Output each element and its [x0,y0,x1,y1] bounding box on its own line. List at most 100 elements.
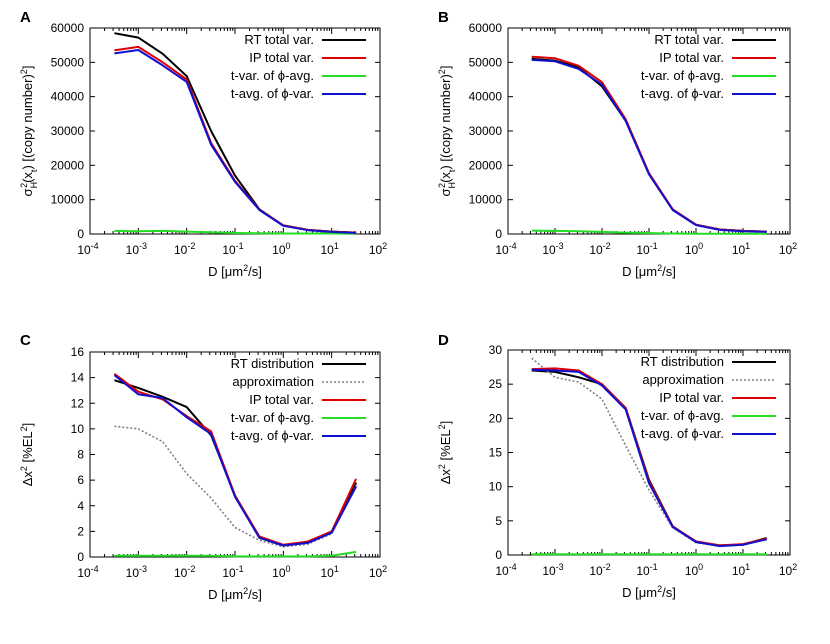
series-line-tavg [114,49,357,234]
legend-label: IP total var. [659,50,724,65]
x-tick-label: 10-3 [542,241,563,257]
series-line-rt [114,32,357,234]
y-tick-label: 10000 [469,193,503,207]
y-tick-label: 0 [77,550,84,564]
legend-label: t-var. of ϕ-avg. [231,410,314,425]
x-tick-label: 101 [320,241,338,257]
legend-label: RT total var. [244,32,314,47]
x-tick-label: 101 [732,562,750,578]
chart-panel-c: C 0 2 4 6 8 10 12 14 16 10-4 10-3 10-2 10-1 100 101 102 D… [19,332,387,602]
x-axis-label: D [μm2/s] [622,584,676,600]
legend-label: t-avg. of ϕ-var. [641,426,724,441]
x-tick-label: 10-1 [636,241,657,257]
y-axis-label: σH2(xt) [(copy number)2] [437,66,457,197]
y-tick-label: 30000 [469,124,503,138]
series-line-tvar [531,229,767,235]
panel-letter: D [438,332,449,349]
y-tick-label: 0 [77,227,84,241]
y-tick-label: 6 [77,473,84,487]
x-tick-label: 10-3 [126,241,147,257]
x-tick-label: 10-3 [126,564,147,580]
legend-label: RT distribution [231,356,314,371]
x-tick-label: 102 [779,241,797,257]
y-tick-label: 5 [495,514,502,528]
x-tick-label: 102 [369,564,387,580]
y-tick-label: 8 [77,448,84,462]
legend-label: t-avg. of ϕ-var. [231,86,314,101]
y-tick-label: 12 [71,396,85,410]
y-tick-label: 16 [71,345,85,359]
series-line-tvar [114,229,357,235]
y-tick-label: 15 [489,446,503,460]
legend-label: t-avg. of ϕ-var. [641,86,724,101]
series-line-ip [531,55,767,233]
x-tick-label: 101 [320,564,338,580]
series-line-rt [531,369,767,547]
legend-label: IP total var. [249,50,314,65]
legend-label: RT distribution [641,354,724,369]
y-tick-label: 20000 [51,158,85,172]
y-tick-label: 50000 [51,55,85,69]
series-line-tvar [114,550,357,558]
y-tick-label: 60000 [469,21,503,35]
series-line-tavg [113,374,357,547]
x-tick-label: 100 [272,241,290,257]
legend-label: t-var. of ϕ-avg. [641,68,724,83]
legend-label: t-var. of ϕ-avg. [641,408,724,423]
series-line-rt [114,379,357,547]
y-tick-label: 0 [495,548,502,562]
series-line-ip [113,372,358,546]
panel-letter: A [20,9,31,26]
y-tick-label: 25 [489,377,503,391]
y-axis-label: Δx2 [%EL2] [19,423,35,487]
y-axis-label: σH2(xt) [(copy number)2] [19,66,39,197]
y-tick-label: 10 [489,480,503,494]
y-tick-label: 10 [71,422,85,436]
x-tick-label: 100 [272,564,290,580]
y-tick-label: 30 [489,343,503,357]
x-tick-label: 10-4 [495,562,516,578]
y-tick-label: 0 [495,227,502,241]
chart-panel-b: B 0 10000 20000 30000 40000 50000 60000 10-4 10-3… [437,9,797,279]
panel-letter: B [438,9,449,26]
y-tick-label: 50000 [469,55,503,69]
series-line-tavg [531,368,767,548]
legend-label: approximation [232,374,314,389]
y-tick-label: 20 [489,411,503,425]
x-axis-label: D [μm2/s] [208,263,262,279]
x-tick-label: 10-4 [495,241,516,257]
y-tick-label: 10000 [51,193,85,207]
x-tick-label: 10-2 [174,241,195,257]
x-tick-label: 10-3 [542,562,563,578]
x-tick-label: 10-1 [636,562,657,578]
x-tick-label: 10-4 [77,241,98,257]
y-axis-label: Δx2 [%EL2] [437,421,453,485]
x-axis-label: D [μm2/s] [208,586,262,602]
panel-letter: C [20,332,31,349]
y-tick-label: 40000 [51,90,85,104]
y-tick-label: 4 [77,499,84,513]
legend-label: RT total var. [654,32,724,47]
legend-label: IP total var. [249,392,314,407]
x-tick-label: 101 [732,241,750,257]
series-line-ip [531,367,767,547]
legend-label: t-avg. of ϕ-var. [231,428,314,443]
x-axis-label: D [μm2/s] [622,263,676,279]
legend-label: IP total var. [659,390,724,405]
legend-label: approximation [642,372,724,387]
legend-label: t-var. of ϕ-avg. [231,68,314,83]
y-tick-label: 40000 [469,90,503,104]
x-tick-label: 102 [369,241,387,257]
y-tick-label: 2 [77,524,84,538]
x-tick-label: 100 [685,241,703,257]
y-tick-label: 20000 [469,158,503,172]
chart-panel-d: D 0 5 10 15 20 25 30 10-4 10-3 10-2 10-1 100 101 102 D … [437,332,797,600]
x-tick-label: 10-2 [589,241,610,257]
series-line-tavg [531,58,767,233]
x-tick-label: 102 [779,562,797,578]
series-line-approx [114,425,357,548]
x-tick-label: 10-1 [222,564,243,580]
y-tick-label: 14 [71,371,85,385]
chart-panel-a: A 0 10000 20000 30000 40000 50000 60000 10-4 10-3… [19,9,387,279]
